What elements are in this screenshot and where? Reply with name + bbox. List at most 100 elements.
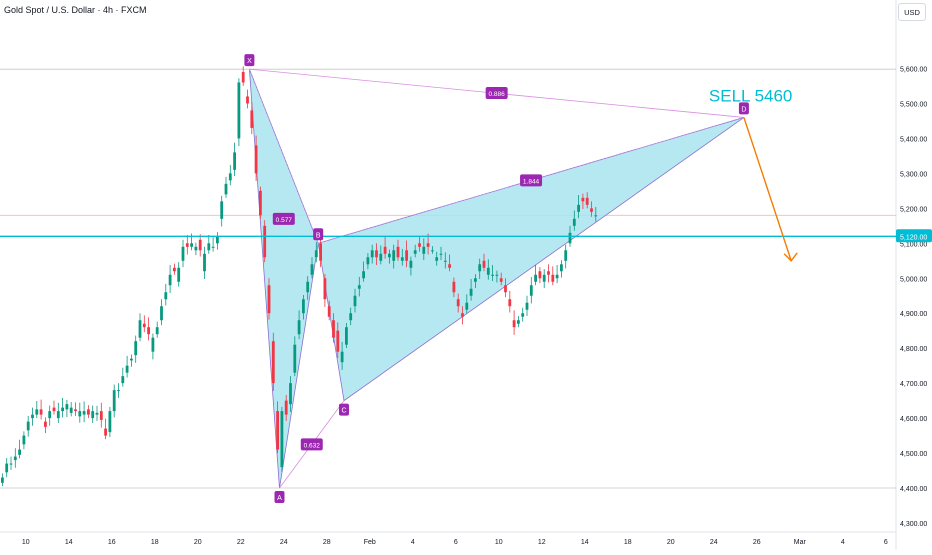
candle-body — [388, 253, 391, 258]
x-tick-label: 24 — [280, 539, 288, 546]
candle — [555, 264, 559, 284]
currency-button[interactable]: USD — [898, 3, 926, 21]
x-tick-label: 6 — [454, 539, 458, 546]
candle — [276, 401, 279, 454]
candle-body — [366, 257, 370, 265]
candle — [216, 232, 219, 250]
candle-body — [564, 250, 568, 261]
candle — [396, 239, 400, 261]
candle — [336, 322, 340, 358]
candle — [95, 405, 99, 421]
candle-body — [456, 299, 460, 307]
candle — [491, 264, 494, 282]
candle-body — [9, 463, 13, 465]
candle — [314, 241, 318, 263]
candle-body — [302, 299, 305, 314]
candle-body — [345, 327, 348, 345]
candle — [590, 201, 593, 217]
candle — [486, 259, 490, 280]
candle — [474, 274, 477, 289]
candle — [418, 236, 421, 252]
candle — [147, 317, 150, 341]
candle — [594, 206, 598, 222]
candle-body — [323, 278, 327, 300]
x-tick-label: 26 — [753, 539, 761, 546]
candle — [297, 310, 301, 340]
candle-body — [95, 412, 99, 415]
candle — [220, 195, 224, 227]
candle-body — [495, 274, 499, 276]
candle-body — [99, 411, 103, 420]
candle — [469, 278, 473, 301]
candle-body — [413, 250, 417, 254]
candle — [112, 384, 116, 418]
candle-body — [69, 407, 73, 413]
candle-body — [547, 271, 550, 275]
x-tick-label: 14 — [65, 539, 73, 546]
candle — [302, 295, 305, 320]
candle-body — [452, 281, 456, 293]
candle-body — [491, 274, 494, 276]
candle — [456, 293, 460, 313]
candle-body — [138, 320, 142, 338]
candle-body — [254, 145, 258, 174]
candle-body — [474, 278, 477, 282]
candle-body — [482, 260, 486, 268]
y-tick-label: 4,800.00 — [900, 346, 927, 353]
candle-body — [26, 421, 30, 431]
candle — [379, 245, 383, 265]
candle-body — [478, 264, 482, 272]
candle — [52, 400, 56, 415]
candle — [293, 336, 297, 377]
candle-body — [517, 320, 520, 324]
candle — [388, 249, 391, 264]
candle-body — [112, 390, 116, 412]
candle — [383, 237, 387, 259]
candle — [443, 252, 447, 269]
candle — [39, 399, 43, 420]
y-tick-label: 4,900.00 — [900, 311, 927, 318]
y-tick-label: 5,500.00 — [900, 101, 927, 108]
candle-body — [486, 267, 490, 275]
ratio-label-text: 0.632 — [304, 442, 321, 449]
candle — [284, 395, 288, 421]
candle — [130, 354, 133, 367]
candle — [74, 402, 77, 417]
y-tick-label: 4,500.00 — [900, 451, 927, 458]
candle — [224, 176, 228, 198]
symbol-title: Gold Spot / U.S. Dollar · 4h · FXCM — [4, 5, 147, 15]
candle-body — [39, 409, 43, 415]
candle — [482, 253, 486, 272]
candle-body — [173, 267, 176, 272]
candle — [168, 264, 172, 293]
price-label-text: 5,120.00 — [900, 234, 927, 241]
point-label-c: C — [341, 408, 346, 415]
candle — [108, 406, 112, 437]
candle-body — [336, 330, 340, 352]
candle — [233, 142, 236, 177]
candle-body — [418, 243, 421, 247]
candle-body — [289, 383, 292, 405]
candle — [22, 431, 26, 450]
x-tick-label: 14 — [581, 539, 589, 546]
candle — [259, 186, 262, 219]
candle — [435, 251, 439, 266]
candle — [504, 278, 507, 298]
candle-body — [327, 306, 331, 317]
x-tick-label: 28 — [323, 539, 331, 546]
x-tick-label: 12 — [538, 539, 546, 546]
candle-body — [590, 208, 593, 212]
candle-body — [78, 411, 82, 417]
candle — [581, 193, 585, 210]
candle-body — [198, 239, 202, 251]
candle — [512, 310, 516, 335]
candle — [99, 402, 103, 428]
candle — [461, 306, 464, 325]
x-tick-label: Mar — [794, 539, 807, 546]
candle — [203, 246, 206, 279]
candle — [289, 376, 292, 412]
forecast-arrow-line — [743, 117, 792, 261]
candle-body — [465, 302, 469, 310]
